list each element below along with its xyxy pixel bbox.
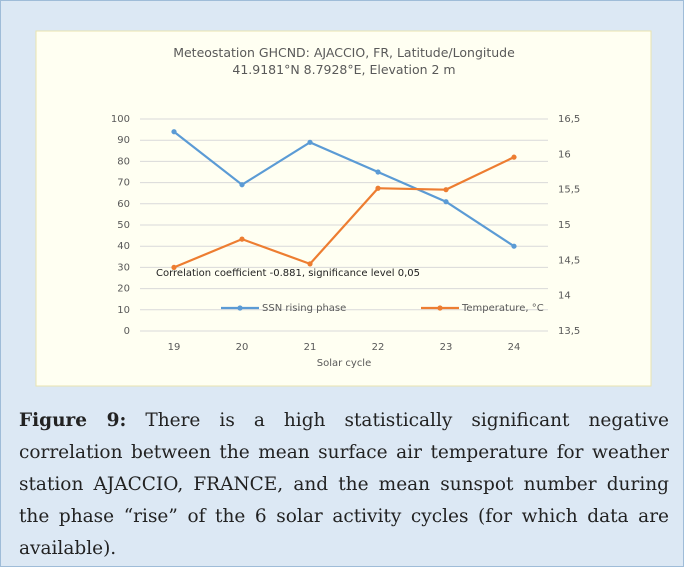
y2-tick-label: 14 (558, 291, 571, 302)
data-point (443, 187, 449, 193)
data-point (511, 243, 517, 249)
chart-area (35, 30, 652, 387)
data-point (511, 154, 517, 160)
y-tick-label: 50 (117, 220, 130, 231)
data-point (375, 185, 381, 191)
y2-tick-label: 13,5 (558, 326, 580, 337)
data-point (171, 129, 177, 135)
y-tick-label: 40 (117, 241, 130, 252)
y-tick-label: 30 (117, 262, 130, 273)
y-tick-label: 100 (111, 114, 130, 125)
y-tick-label: 10 (117, 305, 130, 316)
y-tick-label: 90 (117, 135, 130, 146)
y2-tick-label: 16,5 (558, 114, 580, 125)
data-point (239, 182, 245, 188)
y-tick-label: 20 (117, 284, 130, 295)
x-tick-label: 19 (168, 342, 181, 353)
x-axis-title: Solar cycle (317, 358, 372, 369)
data-point (171, 264, 177, 270)
data-point (307, 261, 313, 267)
x-tick-label: 21 (304, 342, 317, 353)
x-tick-label: 20 (236, 342, 249, 353)
caption-text: There is a high statistically significan… (19, 410, 669, 559)
y-tick-label: 70 (117, 178, 130, 189)
chart-title: Meteostation GHCND: AJACCIO, FR, Latitud… (173, 45, 515, 77)
x-tick-label: 23 (440, 342, 453, 353)
legend-marker (437, 305, 443, 311)
data-point (375, 169, 381, 175)
y2-tick-label: 16 (558, 149, 571, 160)
data-point (307, 139, 313, 145)
x-tick-label: 24 (508, 342, 521, 353)
y-tick-label: 60 (117, 199, 130, 210)
y2-tick-label: 14,5 (558, 255, 580, 266)
y-tick-label: 80 (117, 156, 130, 167)
annotation: Correlation coefficient -0.881, signific… (156, 268, 420, 279)
data-point (239, 236, 245, 242)
x-tick-label: 22 (372, 342, 385, 353)
caption: Figure 9: There is a high statistically … (19, 405, 669, 565)
legend-label: SSN rising phase (262, 303, 346, 314)
series-line (173, 130, 515, 248)
legend-marker (237, 305, 243, 311)
series-line (173, 156, 515, 269)
y2-tick-label: 15,5 (558, 185, 580, 196)
y2-tick-label: 15 (558, 220, 571, 231)
data-point (443, 199, 449, 205)
y-tick-label: 0 (124, 326, 130, 337)
caption-label: Figure 9: (19, 410, 127, 431)
legend-label: Temperature, °C (461, 303, 544, 314)
